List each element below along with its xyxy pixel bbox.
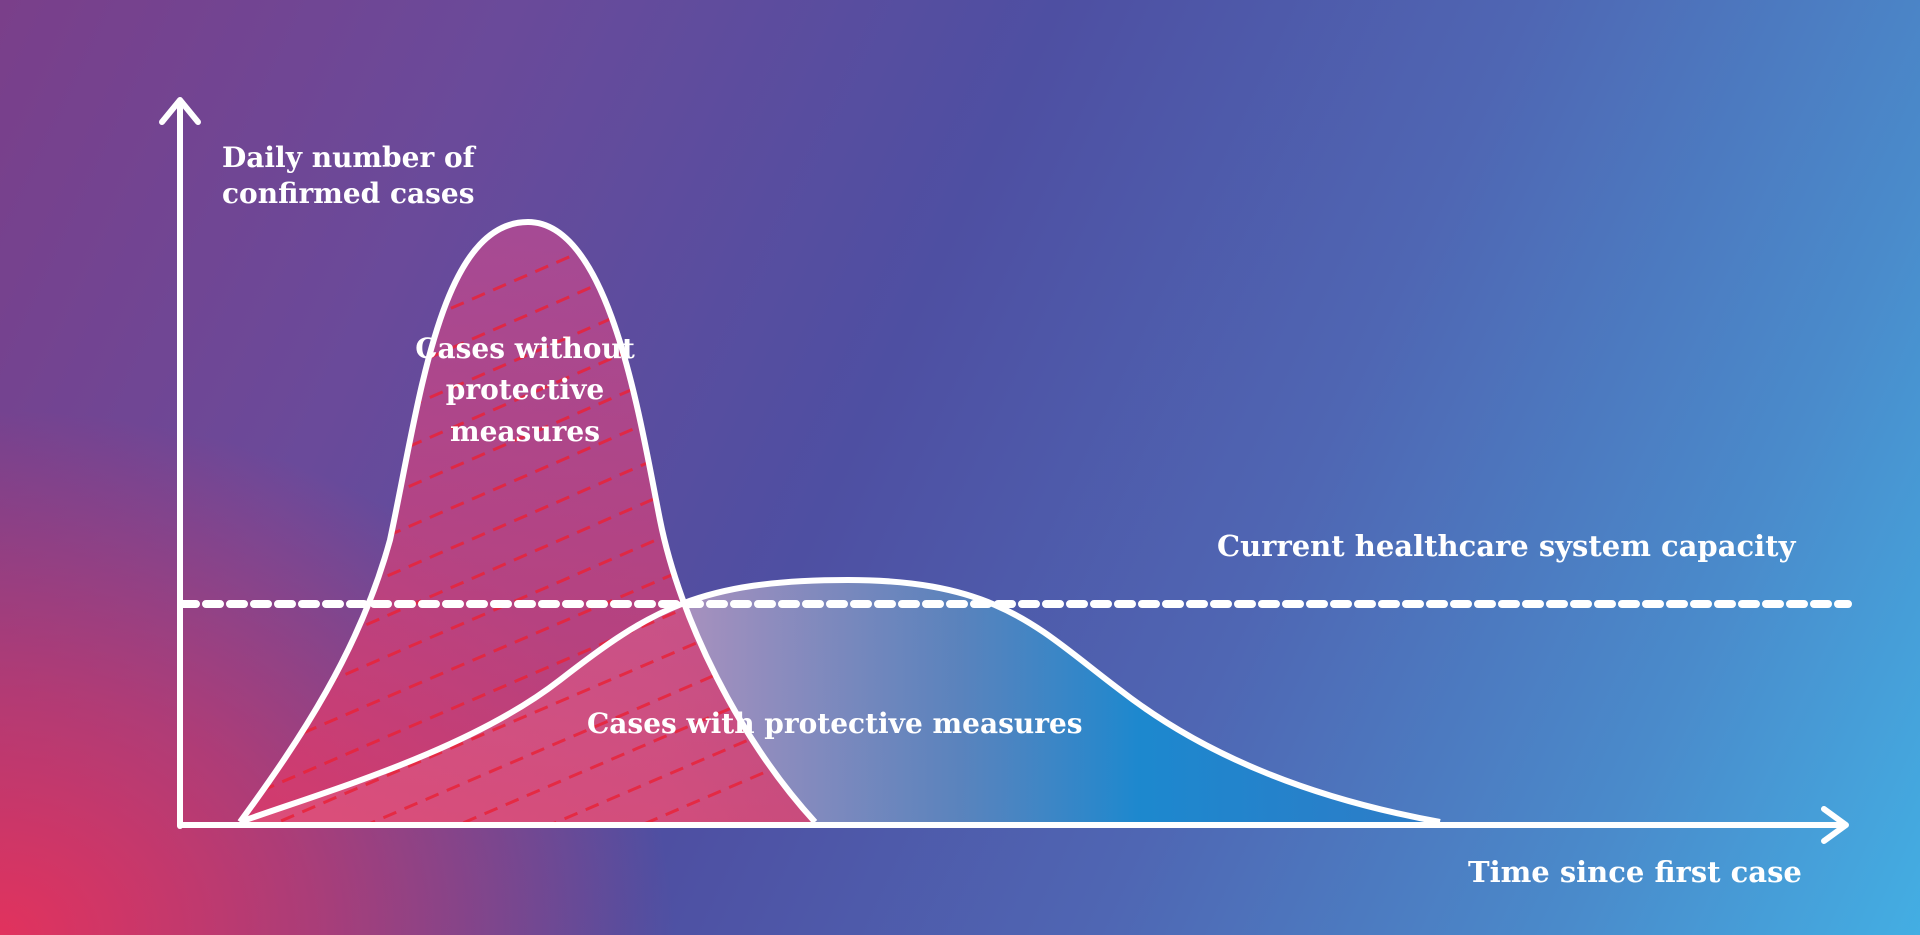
mitigated-curve-label: Cases with protective measures [587,707,1083,740]
unmitigated-curve-line [237,219,818,825]
y-axis-arrow-icon [159,97,201,125]
mitigated-curve-line [238,577,1441,825]
x-axis-title: Time since first case [1468,855,1802,889]
x-axis-arrow-icon [1821,806,1849,844]
capacity-label: Current healthcare system capacity [1217,529,1796,563]
unmitigated-curve-label: Cases without protective measures [415,332,635,448]
y-axis-title: Daily number of confirmed cases [222,141,475,211]
unmitigated-curve-area [240,222,815,822]
